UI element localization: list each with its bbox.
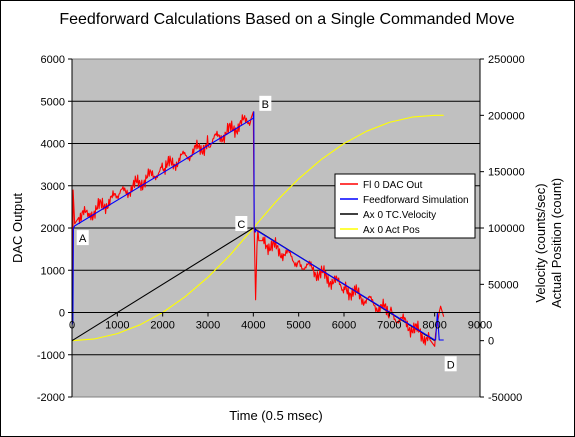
y2-axis-label-line: Velocity (counts/sec) <box>533 183 548 302</box>
y2-tick-label: 50000 <box>488 279 519 291</box>
annotation-c: C <box>235 216 248 231</box>
legend-box <box>334 173 476 239</box>
x-tick-label: 6000 <box>332 320 356 332</box>
series-layer <box>71 111 445 347</box>
axes-layer: 0 1000 2000 3000 4000 5000 6000 7000 8000 9000 -20… <box>37 54 525 404</box>
x-tick-label: 3000 <box>196 320 220 332</box>
x-tick-label: 7000 <box>377 320 401 332</box>
y2-tick-label: -50000 <box>488 392 522 404</box>
y-tick-label: 5000 <box>41 96 65 108</box>
x-tick-label: 8000 <box>422 320 446 332</box>
annotation-label: A <box>79 233 87 245</box>
x-tick-label: 0 <box>69 320 75 332</box>
y-tick-label: 4000 <box>41 139 65 151</box>
y2-tick-label: 150000 <box>488 167 525 179</box>
y2-tick-label: 200000 <box>488 110 525 122</box>
y-tick-label: -2000 <box>37 392 65 404</box>
legend-entry: Ax 0 Act Pos <box>363 225 420 236</box>
y-tick-label: 6000 <box>41 54 65 66</box>
annotation-a: A <box>76 230 89 246</box>
x-axis-label: Time (0.5 msec) <box>229 408 322 423</box>
chart-title: Feedforward Calculations Based on a Sing… <box>59 11 514 28</box>
annotation-label: C <box>237 219 245 231</box>
y2-tick-label: 250000 <box>488 54 525 66</box>
legend-entry: Ax 0 TC.Velocity <box>363 210 436 221</box>
x-tick-label: 9000 <box>468 320 492 332</box>
series-line-2 <box>71 111 444 341</box>
annotation-layer: A B C D <box>76 95 457 372</box>
y-axis-label: DAC Output <box>10 193 25 263</box>
x-tick-label: 4000 <box>241 320 265 332</box>
x-tick-label: 5000 <box>286 320 310 332</box>
legend-entry: Fl 0 DAC Out <box>363 180 423 191</box>
y2-axis-label-line: Actual Position (count) <box>549 178 564 308</box>
y2-tick-label: 0 <box>488 336 494 348</box>
x-tick-label: 1000 <box>105 320 129 332</box>
legend: Fl 0 DAC Out Feedforward Simulation Ax 0 T… <box>334 173 476 239</box>
annotation-label: B <box>262 99 269 111</box>
y-tick-label: 2000 <box>41 223 65 235</box>
annotation-b: B <box>259 95 272 111</box>
y-tick-label: 3000 <box>41 181 65 193</box>
legend-entry: Feedforward Simulation <box>363 195 469 206</box>
y2-axis-label: Velocity (counts/sec) Actual Position (co… <box>533 178 564 308</box>
x-tick-label: 2000 <box>150 320 174 332</box>
series-line-4 <box>71 114 444 342</box>
y-tick-label: 0 <box>59 308 65 320</box>
y-tick-label: -1000 <box>37 350 65 362</box>
annotation-label: D <box>447 359 455 371</box>
y-tick-label: 1000 <box>41 265 65 277</box>
y2-tick-label: 100000 <box>488 223 525 235</box>
annotation-d: D <box>444 356 457 372</box>
